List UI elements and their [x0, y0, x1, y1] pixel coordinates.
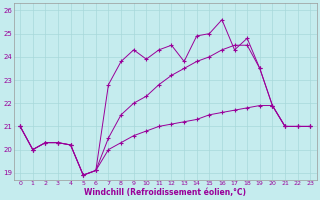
X-axis label: Windchill (Refroidissement éolien,°C): Windchill (Refroidissement éolien,°C) [84, 188, 246, 197]
